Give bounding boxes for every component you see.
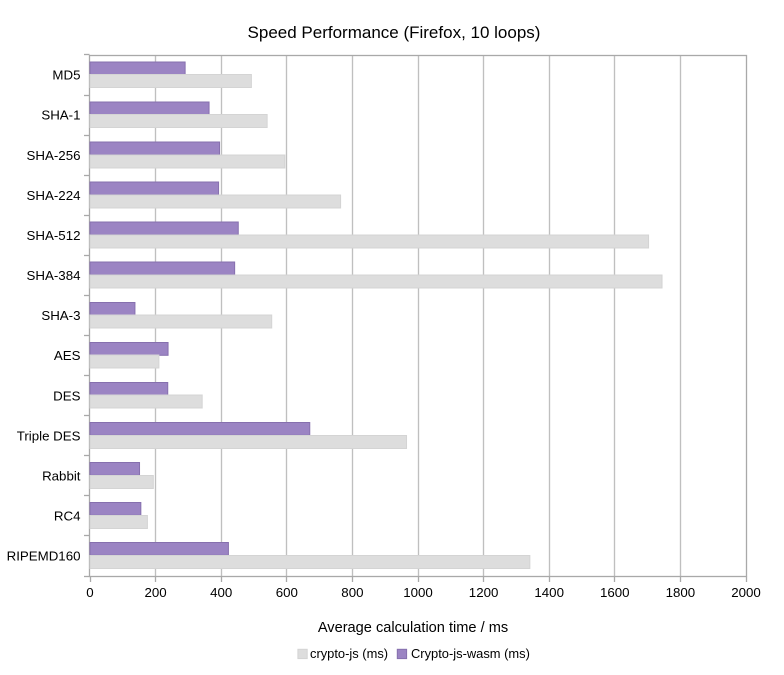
svg-text:RIPEMD160: RIPEMD160 xyxy=(7,549,81,564)
svg-text:Crypto-js-wasm (ms): Crypto-js-wasm (ms) xyxy=(411,646,530,661)
svg-text:MD5: MD5 xyxy=(52,68,80,83)
svg-text:1200: 1200 xyxy=(469,585,499,600)
svg-text:SHA-224: SHA-224 xyxy=(27,188,81,203)
svg-text:Triple DES: Triple DES xyxy=(17,428,81,443)
svg-text:SHA-256: SHA-256 xyxy=(27,148,81,163)
svg-text:Rabbit: Rabbit xyxy=(42,468,81,483)
svg-text:1600: 1600 xyxy=(600,585,630,600)
svg-text:0: 0 xyxy=(86,585,93,600)
svg-text:RC4: RC4 xyxy=(54,508,81,523)
svg-text:Average calculation time / ms: Average calculation time / ms xyxy=(318,620,508,636)
svg-text:800: 800 xyxy=(341,585,363,600)
svg-text:1000: 1000 xyxy=(403,585,433,600)
svg-text:DES: DES xyxy=(53,388,80,403)
svg-text:200: 200 xyxy=(145,585,167,600)
svg-text:600: 600 xyxy=(276,585,298,600)
svg-text:SHA-1: SHA-1 xyxy=(41,108,80,123)
svg-text:SHA-384: SHA-384 xyxy=(27,268,81,283)
svg-text:1400: 1400 xyxy=(534,585,564,600)
svg-text:AES: AES xyxy=(54,348,81,363)
svg-text:crypto-js (ms): crypto-js (ms) xyxy=(310,646,388,661)
svg-text:400: 400 xyxy=(210,585,232,600)
svg-text:Speed Performance (Firefox, 10: Speed Performance (Firefox, 10 loops) xyxy=(248,23,541,42)
svg-text:SHA-3: SHA-3 xyxy=(41,308,80,323)
svg-text:2000: 2000 xyxy=(731,585,761,600)
svg-text:1800: 1800 xyxy=(666,585,696,600)
svg-text:SHA-512: SHA-512 xyxy=(27,228,81,243)
